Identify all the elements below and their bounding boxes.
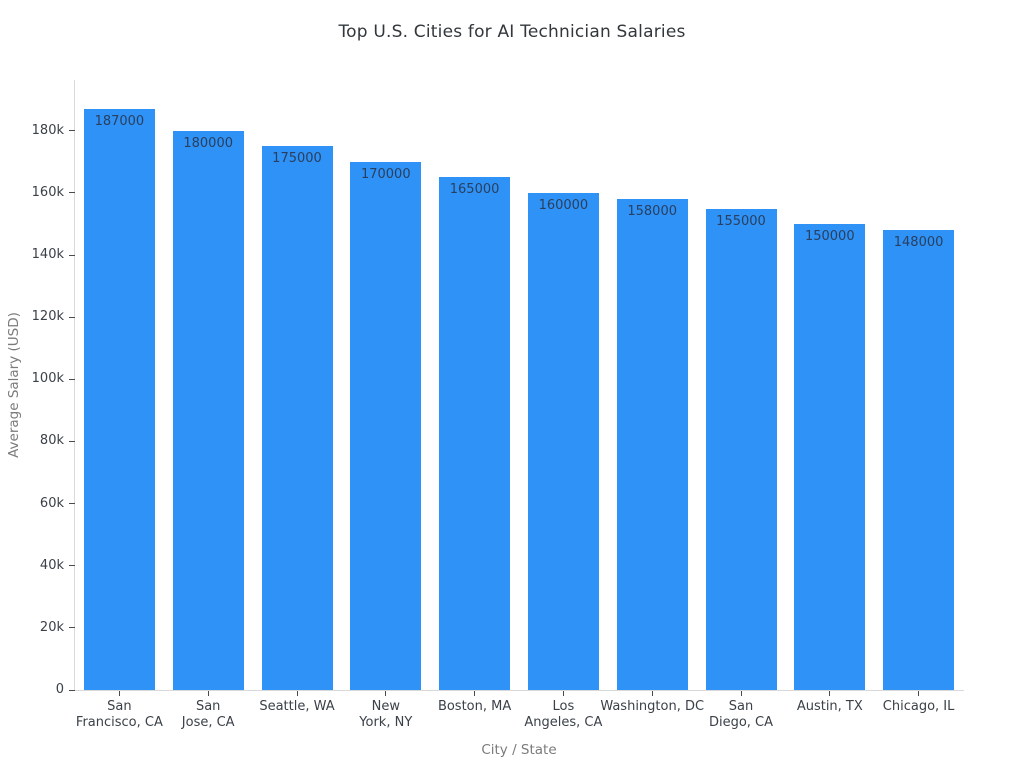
x-tick-mark: [207, 691, 209, 696]
bar-value-label: 165000: [449, 182, 500, 198]
bar[interactable]: 175000: [261, 146, 333, 690]
x-tick-mark: [829, 691, 831, 696]
x-tick-mark: [918, 691, 920, 696]
bar[interactable]: 160000: [527, 192, 599, 690]
bar-value-label: 187000: [94, 114, 145, 129]
x-tick-mark: [651, 691, 653, 696]
y-tick-mark: [69, 565, 75, 567]
y-tick-label: 120k: [31, 309, 64, 325]
x-tick-label: Chicago, IL: [882, 699, 955, 714]
y-tick-mark: [69, 316, 75, 318]
x-tick-label: Seattle, WA: [259, 699, 335, 714]
bar-value-label: 155000: [716, 213, 766, 229]
x-tick-mark: [118, 691, 120, 696]
y-tick-mark: [69, 440, 75, 442]
x-tick-label: San Jose, CA: [181, 699, 235, 730]
x-axis-line: [74, 690, 964, 691]
bar[interactable]: 155000: [705, 208, 777, 690]
y-tick-mark: [69, 378, 75, 380]
y-tick-label: 40k: [39, 557, 64, 573]
x-axis-title: City / State: [481, 742, 557, 758]
bar[interactable]: 165000: [439, 177, 511, 690]
x-tick-label: Austin, TX: [796, 699, 863, 714]
y-tick-label: 180k: [31, 122, 64, 138]
bar-value-label: 150000: [804, 229, 855, 244]
bar[interactable]: 148000: [883, 230, 955, 690]
y-tick-mark: [69, 192, 75, 194]
x-tick-label: Washington, DC: [600, 699, 705, 714]
bar-value-label: 158000: [627, 204, 677, 220]
x-tick-mark: [562, 691, 564, 696]
bar-value-label: 175000: [272, 151, 322, 167]
y-tick-mark: [69, 254, 75, 256]
y-tick-mark: [69, 130, 75, 132]
y-axis-line: [74, 80, 75, 691]
y-tick-label: 60k: [39, 495, 64, 511]
x-tick-label: San Diego, CA: [708, 699, 774, 730]
plot-area: 187000 180000 175000 170000 165000 160000 1580…: [75, 80, 963, 690]
x-tick-label: Boston, MA: [437, 699, 512, 714]
y-tick-label: 80k: [39, 433, 64, 449]
bar-value-label: 170000: [360, 166, 411, 182]
y-tick-label: 140k: [31, 247, 64, 263]
x-tick-mark: [296, 691, 298, 696]
y-tick-mark: [69, 627, 75, 629]
bar[interactable]: 158000: [616, 199, 688, 690]
y-tick-label: 100k: [31, 371, 64, 387]
bar[interactable]: 187000: [83, 109, 155, 690]
y-tick-label: 160k: [31, 184, 64, 200]
bar-value-label: 148000: [893, 235, 944, 251]
y-tick-mark: [69, 689, 75, 691]
y-tick-label: 20k: [39, 619, 64, 635]
chart-title: Top U.S. Cities for AI Technician Salari…: [338, 22, 686, 42]
bar[interactable]: 150000: [794, 224, 866, 690]
x-tick-label: New York, NY: [359, 699, 413, 730]
x-tick-label: Los Angeles, CA: [524, 699, 603, 730]
bar-value-label: 160000: [538, 197, 589, 213]
x-tick-mark: [474, 691, 476, 696]
x-tick-mark: [385, 691, 387, 696]
bar[interactable]: 170000: [350, 161, 422, 690]
y-tick-label: 0: [55, 682, 64, 697]
x-tick-label: San Francisco, CA: [75, 699, 163, 730]
y-tick-mark: [69, 503, 75, 505]
bar-value-label: 180000: [183, 135, 233, 151]
x-tick-mark: [740, 691, 742, 696]
bar[interactable]: 180000: [172, 130, 244, 690]
